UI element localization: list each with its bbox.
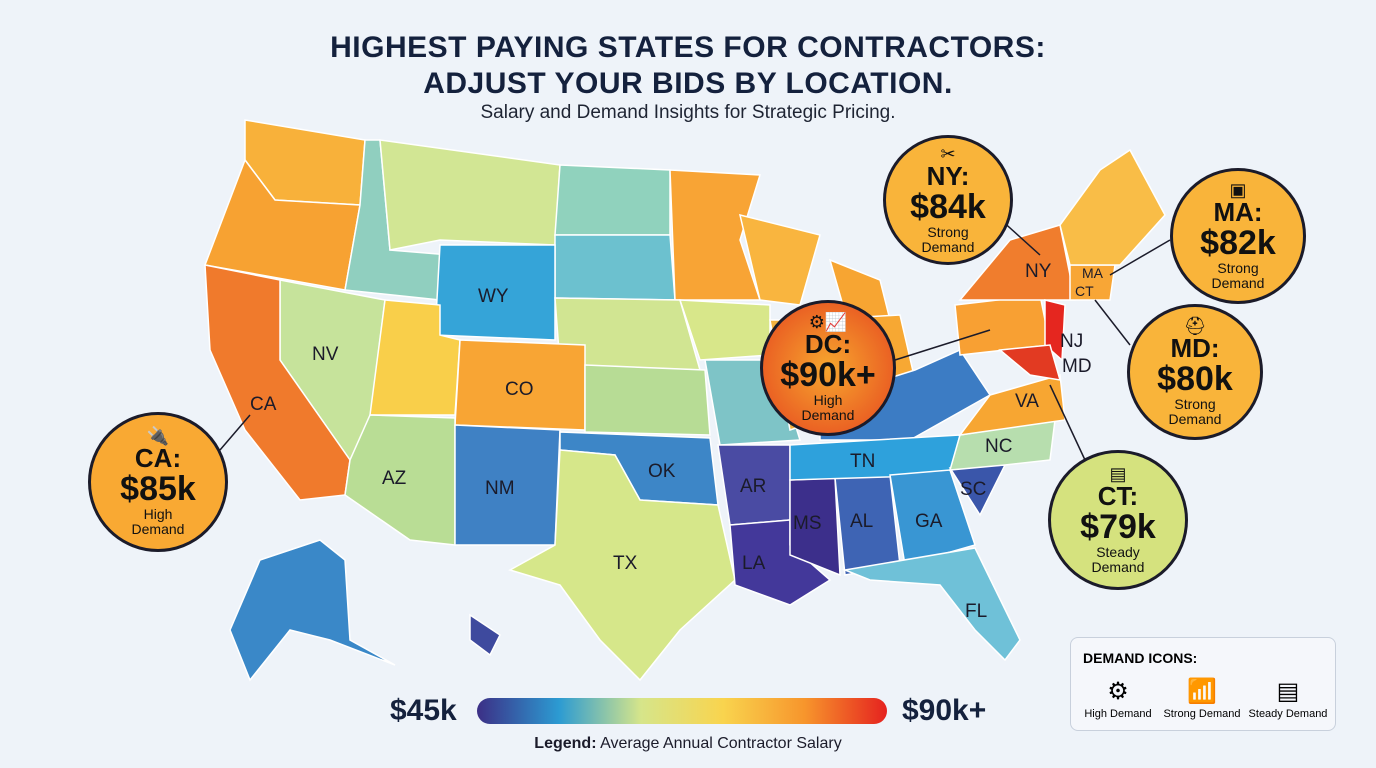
- callout-value: $80k: [1157, 360, 1233, 398]
- hardhat-icon: ⛑: [1183, 316, 1207, 336]
- callout-state: NY:: [926, 161, 970, 191]
- blueprint-icon: ▤: [1109, 464, 1127, 484]
- title-line-2: ADJUST YOUR BIDS BY LOCATION.: [423, 67, 953, 100]
- demand-item-high: ⚙ High Demand: [1075, 676, 1161, 720]
- callout-demand: Strong Demand: [1168, 396, 1222, 427]
- demand-icons-box: DEMAND ICONS: ⚙ High Demand 📶 Strong Deman…: [1070, 637, 1336, 731]
- scale-max-label: $90k+: [902, 694, 987, 727]
- state-ks: [584, 364, 711, 436]
- state-label: NY: [1025, 261, 1052, 282]
- callout-demand: Steady Demand: [1091, 544, 1145, 575]
- callout-demand: High Demand: [131, 506, 185, 537]
- state-label: CO: [505, 379, 534, 400]
- state-mt: [379, 139, 561, 251]
- callout-value: $85k: [120, 470, 196, 508]
- demand-item-label: Steady Demand: [1248, 708, 1328, 720]
- callout-demand: Strong Demand: [921, 224, 975, 255]
- scale-min-label: $45k: [390, 694, 457, 727]
- tools-icon: ✂: [940, 144, 956, 164]
- state-label: MD: [1062, 356, 1092, 377]
- subtitle: Salary and Demand Insights for Strategic…: [480, 102, 896, 123]
- state-md: [998, 344, 1062, 381]
- callout-value: $90k+: [780, 356, 876, 394]
- leader-line: [1049, 384, 1086, 461]
- callout-demand: Strong Demand: [1211, 260, 1265, 291]
- color-scale-bar: [477, 698, 887, 724]
- state-nd: [554, 164, 671, 236]
- legend-caption-text: Average Annual Contractor Salary: [600, 735, 842, 752]
- state-fl: [842, 547, 1021, 662]
- callout-demand: High Demand: [801, 392, 855, 423]
- state-label: VA: [1015, 391, 1039, 412]
- chip-icon: ▣: [1229, 180, 1247, 200]
- state-label: NC: [985, 436, 1012, 457]
- state-label: TN: [850, 451, 875, 472]
- callout-dc: ⚙📈 DC: $90k+ High Demand: [760, 300, 896, 436]
- state-label: CT: [1075, 283, 1094, 299]
- state-va: [958, 374, 1066, 436]
- legend-caption: Legend: Average Annual Contractor Salary: [0, 735, 1376, 753]
- leader-line: [1109, 239, 1171, 276]
- state-ak: [229, 539, 396, 682]
- state-ny: [958, 224, 1076, 301]
- callout-state: DC:: [804, 329, 852, 359]
- state-label: WY: [478, 286, 509, 307]
- state-label: CA: [250, 394, 277, 415]
- state-mn: [669, 169, 762, 301]
- title: HIGHEST PAYING STATES FOR CONTRACTORS: AD…: [0, 30, 1376, 102]
- state-tx: [508, 449, 736, 682]
- state-sd: [554, 234, 676, 301]
- demand-item-strong: 📶 Strong Demand: [1159, 676, 1245, 720]
- title-line-1: HIGHEST PAYING STATES FOR CONTRACTORS:: [330, 31, 1046, 64]
- state-ga: [889, 469, 976, 566]
- blueprint-icon: ▤: [1276, 678, 1300, 705]
- state-az: [344, 414, 456, 546]
- legend-caption-bold: Legend:: [534, 735, 597, 752]
- callout-ny: ✂ NY: $84k Strong Demand: [883, 135, 1013, 265]
- gears-chart-icon: ⚙📈: [808, 312, 848, 332]
- state-label: NV: [312, 344, 339, 365]
- bar-chart-icon: 📶: [1187, 678, 1217, 705]
- callout-ma: ▣ MA: $82k Strong Demand: [1170, 168, 1306, 304]
- state-label: NJ: [1060, 331, 1083, 352]
- state-label: AR: [740, 476, 766, 497]
- state-label: SC: [960, 479, 986, 500]
- callout-state: CT:: [1097, 481, 1139, 511]
- demand-item-label: Strong Demand: [1163, 708, 1241, 720]
- callout-value: $82k: [1200, 224, 1276, 262]
- demand-item-label: High Demand: [1084, 708, 1152, 720]
- demand-icons-heading: DEMAND ICONS:: [1083, 650, 1198, 666]
- state-label: AZ: [382, 468, 407, 489]
- state-label: OK: [648, 461, 676, 482]
- callout-value: $79k: [1080, 508, 1156, 546]
- plug-icon: 🔌: [146, 426, 170, 446]
- callout-state: CA:: [134, 443, 182, 473]
- callout-md: ⛑ MD: $80k Strong Demand: [1127, 304, 1263, 440]
- state-hi: [469, 613, 501, 657]
- leader-line: [219, 414, 251, 451]
- state-label: TX: [613, 553, 638, 574]
- state-label: FL: [965, 601, 987, 622]
- callout-ct: ▤ CT: $79k Steady Demand: [1048, 450, 1188, 590]
- state-label: MS: [793, 513, 822, 534]
- callout-state: MA:: [1213, 197, 1263, 227]
- gears-icon: ⚙: [1107, 678, 1129, 705]
- state-label: GA: [915, 511, 943, 532]
- state-label: AL: [850, 511, 873, 532]
- state-ne-north: [1059, 148, 1166, 266]
- callout-value: $84k: [910, 188, 986, 226]
- callout-ca: 🔌 CA: $85k High Demand: [88, 412, 228, 552]
- leader-line: [1094, 299, 1131, 346]
- callout-state: MD:: [1170, 333, 1220, 363]
- state-label: NM: [485, 478, 515, 499]
- state-label: MA: [1082, 265, 1104, 281]
- leader-line: [894, 329, 991, 361]
- state-label: LA: [742, 553, 766, 574]
- demand-item-steady: ▤ Steady Demand: [1245, 676, 1331, 720]
